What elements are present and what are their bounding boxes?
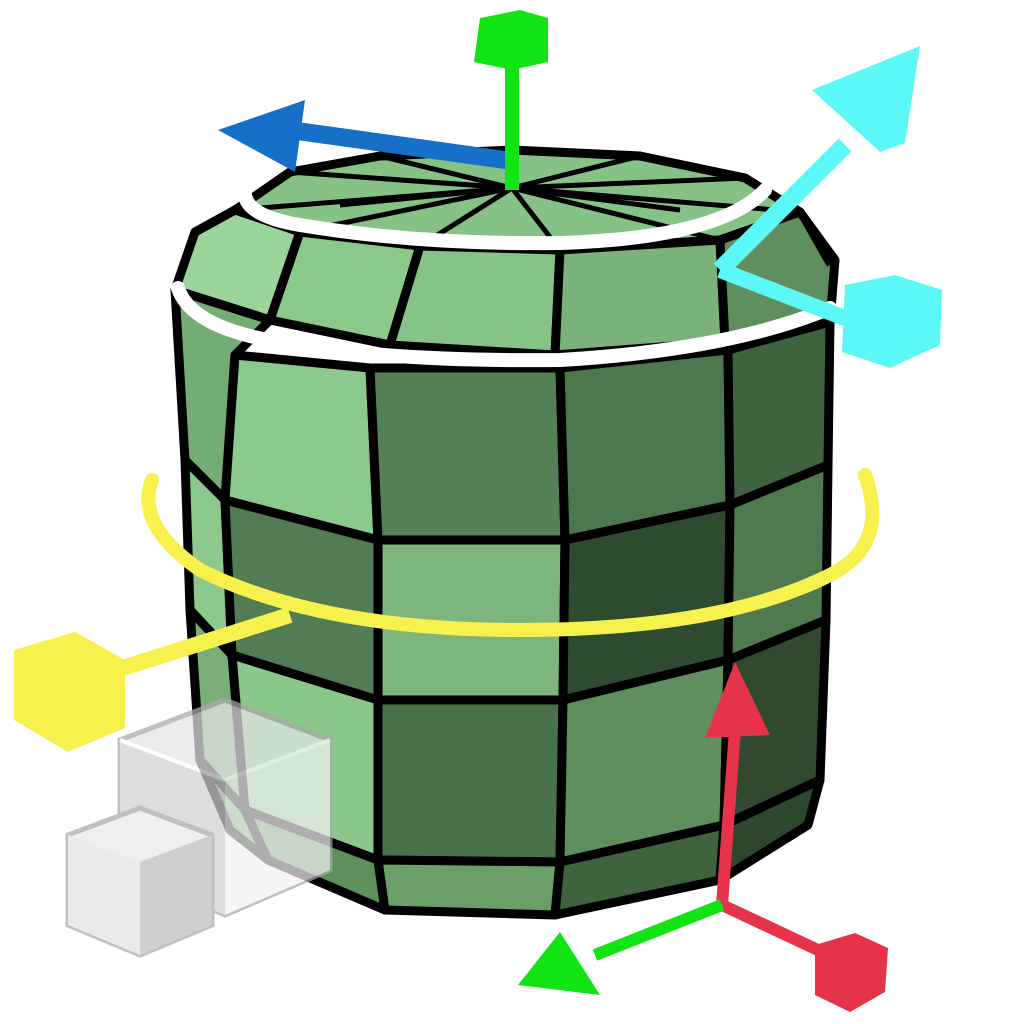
top-bevel-b[interactable]: [385, 241, 565, 360]
selected-edge-loops[interactable]: [171, 181, 837, 368]
rotate-handle-icon[interactable]: [14, 632, 125, 752]
scale-handle-icon[interactable]: [842, 275, 942, 368]
axis-x-arrow-icon[interactable]: [705, 662, 770, 738]
axis-x-handle-icon[interactable]: [815, 933, 888, 1012]
rotate-gizmo-yellow[interactable]: [14, 468, 880, 752]
scale-gizmo-cyan[interactable]: [713, 46, 942, 368]
transform-gizmo-bottom[interactable]: [518, 662, 888, 1012]
ghost-cubes-icon: [65, 697, 333, 958]
bottom-bevel-3[interactable]: [373, 855, 565, 920]
axis-z-arrow-icon[interactable]: [218, 100, 305, 172]
edge-loop-top[interactable]: [237, 181, 772, 251]
axis-y-arrow-icon[interactable]: [518, 932, 600, 995]
scale-axis-shaft-2[interactable]: [717, 262, 853, 328]
side-upper-3[interactable]: [365, 363, 570, 545]
side-low-3[interactable]: [373, 695, 568, 867]
transform-gizmo-top[interactable]: [218, 10, 548, 190]
axis-x-shaft-up[interactable]: [716, 729, 741, 906]
axis-z-shaft[interactable]: [281, 121, 514, 169]
rotate-ring-back[interactable]: [141, 468, 880, 638]
axis-y-handle-icon[interactable]: [474, 10, 548, 70]
scale-axis-shaft[interactable]: [713, 138, 852, 277]
scale-arrow-icon[interactable]: [812, 46, 920, 152]
axis-y-shaft-low[interactable]: [592, 899, 725, 961]
rotate-handle-shaft[interactable]: [107, 607, 293, 680]
edge-loop-upper[interactable]: [171, 281, 837, 368]
